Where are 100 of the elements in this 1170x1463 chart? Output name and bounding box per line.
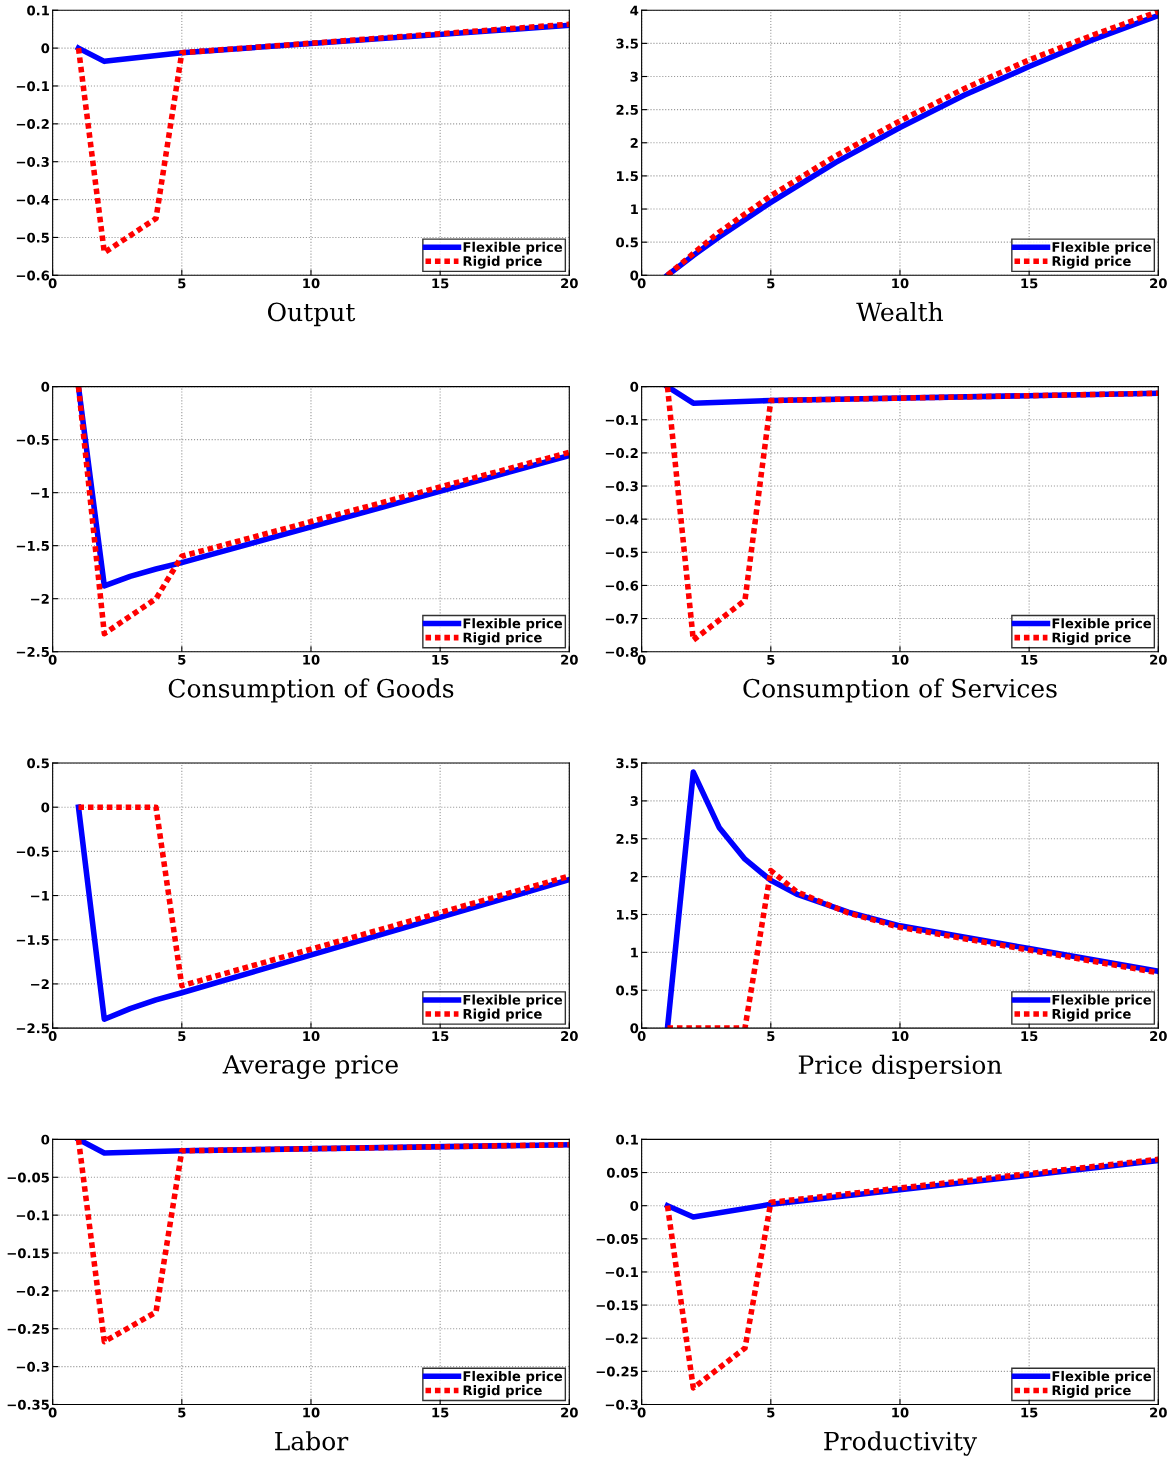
- legend-label: Flexible price: [1052, 1370, 1152, 1384]
- y-tick-label: 0.5: [616, 985, 638, 996]
- y-tick-label: −2: [31, 979, 49, 989]
- x-tick-label: 5: [178, 278, 186, 289]
- x-tick-label: 10: [303, 278, 320, 289]
- y-tick-label: −0.2: [16, 119, 49, 130]
- y-tick-label: 0: [630, 381, 639, 392]
- legend-label: Rigid price: [1052, 1008, 1131, 1022]
- x-tick-label: 20: [561, 1031, 578, 1042]
- y-tick-label: −0.2: [16, 1286, 49, 1297]
- x-tick-label: 10: [892, 1407, 909, 1418]
- y-tick-label: −0.3: [16, 156, 49, 167]
- y-tick-label: 1.5: [616, 171, 638, 182]
- legend-label: Flexible price: [1052, 618, 1152, 631]
- x-tick-label: 20: [561, 1407, 578, 1418]
- y-tick-label: 0.05: [606, 1167, 638, 1178]
- y-tick-label: 4: [630, 5, 639, 16]
- x-tick-label: 15: [1021, 654, 1038, 665]
- y-tick-label: 3: [630, 796, 638, 807]
- x-tick-label: 15: [1021, 1031, 1038, 1042]
- legend-label: Rigid price: [1052, 1385, 1131, 1398]
- x-tick-label: 5: [178, 1407, 186, 1418]
- y-tick-label: −2.5: [16, 646, 49, 657]
- y-tick-label: −1: [31, 488, 49, 498]
- x-tick-label: 10: [892, 1031, 909, 1042]
- x-tick-label: 15: [1021, 278, 1038, 289]
- y-tick-label: −1: [31, 890, 49, 901]
- x-tick-label: 20: [1150, 654, 1167, 665]
- y-tick-label: −0.25: [7, 1323, 49, 1334]
- x-tick-label: 0: [48, 1407, 57, 1418]
- legend-label: Rigid price: [1052, 255, 1131, 269]
- x-tick-label: 10: [892, 654, 909, 665]
- y-tick-label: 3: [630, 71, 638, 82]
- x-axis-title: Output: [267, 302, 356, 327]
- legend-label: Flexible price: [463, 1370, 563, 1384]
- x-tick-label: 10: [892, 278, 909, 289]
- legend-label: Flexible price: [463, 241, 563, 255]
- y-tick-label: −0.15: [596, 1300, 638, 1311]
- legend-label: Flexible price: [463, 618, 563, 631]
- x-tick-label: 15: [432, 1407, 449, 1418]
- y-tick-label: −0.6: [605, 580, 639, 591]
- x-axis-title: Productivity: [824, 1431, 978, 1456]
- x-axis-title: Price dispersion: [798, 1054, 1002, 1079]
- y-tick-label: −0.1: [605, 1267, 638, 1278]
- x-tick-label: 10: [303, 654, 320, 665]
- y-tick-label: −0.7: [605, 613, 638, 624]
- y-tick-label: 0: [41, 43, 50, 54]
- y-tick-label: −0.05: [596, 1234, 638, 1245]
- y-tick-label: −0.5: [605, 547, 638, 558]
- y-tick-label: −0.5: [16, 434, 49, 445]
- y-tick-label: 1: [631, 204, 638, 215]
- legend-label: Rigid price: [463, 1385, 542, 1398]
- y-tick-label: 0: [630, 1200, 639, 1211]
- legend-label: Rigid price: [1052, 632, 1131, 646]
- legend-label: Rigid price: [463, 632, 542, 646]
- y-tick-label: −0.1: [16, 1210, 49, 1221]
- y-tick-label: 0.5: [616, 237, 638, 248]
- y-tick-label: −0.5: [16, 232, 49, 243]
- y-tick-label: 1: [631, 947, 638, 958]
- x-tick-label: 20: [1150, 278, 1167, 289]
- x-tick-label: 20: [1150, 1031, 1167, 1042]
- x-tick-label: 0: [48, 278, 57, 289]
- x-axis-title: Average price: [222, 1054, 398, 1079]
- x-tick-label: 0: [48, 654, 57, 665]
- y-tick-label: 0.1: [616, 1134, 638, 1145]
- legend-label: Flexible price: [1052, 241, 1152, 255]
- x-axis-title: Consumption of Goods: [168, 678, 454, 703]
- y-tick-label: −0.4: [605, 514, 639, 525]
- y-tick-label: 0: [41, 1134, 50, 1145]
- y-tick-label: 0: [630, 270, 639, 281]
- x-axis-title: Wealth: [856, 301, 944, 322]
- y-tick-label: −0.8: [605, 646, 639, 657]
- y-tick-label: −0.25: [596, 1366, 638, 1377]
- x-tick-label: 5: [767, 1407, 775, 1418]
- legend-label: Flexible price: [463, 994, 563, 1008]
- x-tick-label: 20: [1150, 1407, 1167, 1418]
- x-tick-label: 10: [303, 1407, 320, 1418]
- y-tick-label: 0: [41, 381, 50, 392]
- y-tick-label: 2: [630, 137, 638, 148]
- x-tick-label: 5: [767, 1031, 775, 1042]
- legend-label: Flexible price: [1052, 994, 1152, 1008]
- legend-label: Rigid price: [463, 255, 542, 269]
- y-tick-label: 2: [630, 871, 638, 882]
- y-tick-label: −1.5: [16, 541, 49, 551]
- y-tick-label: 0: [630, 1023, 639, 1034]
- y-tick-label: −0.4: [16, 194, 50, 205]
- x-axis-title: Labor: [275, 1431, 349, 1451]
- x-tick-label: 5: [178, 1031, 186, 1042]
- y-tick-label: 3.5: [616, 38, 638, 49]
- x-tick-label: 10: [303, 1031, 320, 1042]
- y-tick-label: −0.15: [7, 1248, 49, 1259]
- y-tick-label: −0.6: [16, 270, 50, 281]
- x-tick-label: 5: [767, 654, 775, 665]
- y-tick-label: 0: [41, 802, 50, 813]
- y-tick-label: −0.3: [605, 481, 638, 492]
- y-tick-label: −0.1: [16, 81, 49, 92]
- y-tick-label: −0.05: [7, 1172, 49, 1183]
- y-tick-label: 1.5: [616, 909, 638, 920]
- y-tick-label: −0.5: [16, 846, 49, 857]
- x-tick-label: 20: [561, 654, 578, 665]
